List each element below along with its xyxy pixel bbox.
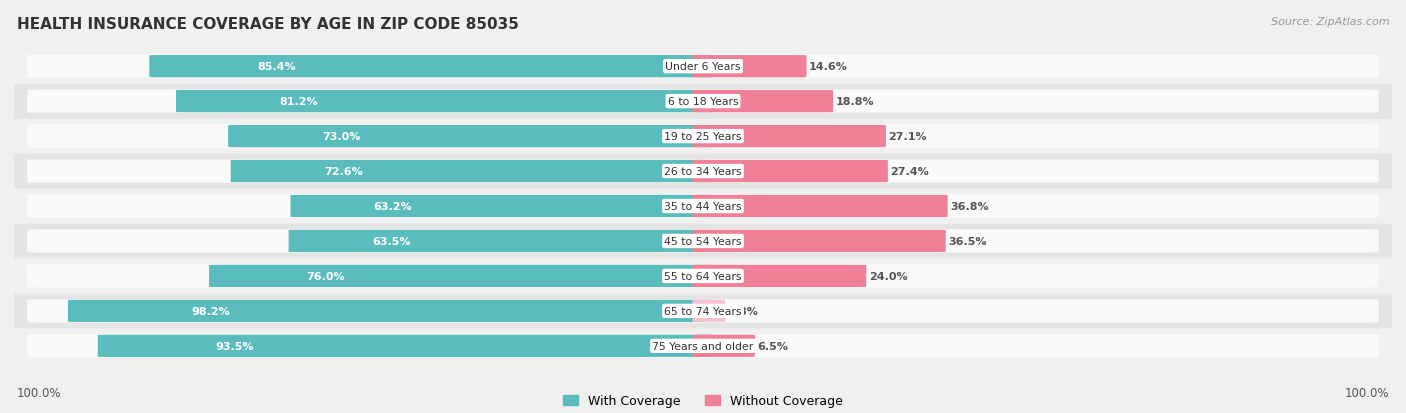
Text: 26 to 34 Years: 26 to 34 Years (664, 166, 742, 177)
Text: 65 to 74 Years: 65 to 74 Years (664, 306, 742, 316)
Text: 63.5%: 63.5% (371, 236, 411, 247)
Text: 18.8%: 18.8% (835, 97, 875, 107)
FancyBboxPatch shape (692, 230, 946, 252)
Text: 98.2%: 98.2% (191, 306, 229, 316)
Text: 55 to 64 Years: 55 to 64 Years (664, 271, 742, 281)
FancyBboxPatch shape (288, 230, 714, 252)
Text: 24.0%: 24.0% (869, 271, 907, 281)
FancyBboxPatch shape (98, 335, 714, 357)
FancyBboxPatch shape (291, 195, 714, 218)
FancyBboxPatch shape (14, 329, 1392, 363)
Text: 14.6%: 14.6% (808, 62, 848, 72)
Text: HEALTH INSURANCE COVERAGE BY AGE IN ZIP CODE 85035: HEALTH INSURANCE COVERAGE BY AGE IN ZIP … (17, 17, 519, 31)
Text: 1.8%: 1.8% (728, 306, 759, 316)
FancyBboxPatch shape (27, 195, 1379, 218)
FancyBboxPatch shape (149, 56, 714, 78)
Legend: With Coverage, Without Coverage: With Coverage, Without Coverage (562, 394, 844, 408)
Text: 27.1%: 27.1% (889, 132, 927, 142)
Text: 100.0%: 100.0% (17, 386, 62, 399)
FancyBboxPatch shape (692, 335, 755, 357)
FancyBboxPatch shape (27, 90, 1379, 114)
FancyBboxPatch shape (692, 265, 866, 287)
FancyBboxPatch shape (14, 189, 1392, 224)
FancyBboxPatch shape (692, 300, 725, 322)
FancyBboxPatch shape (692, 91, 834, 113)
FancyBboxPatch shape (692, 161, 887, 183)
FancyBboxPatch shape (14, 224, 1392, 259)
Text: 6 to 18 Years: 6 to 18 Years (668, 97, 738, 107)
FancyBboxPatch shape (692, 126, 886, 148)
Text: 45 to 54 Years: 45 to 54 Years (664, 236, 742, 247)
Text: 81.2%: 81.2% (280, 97, 318, 107)
Text: 73.0%: 73.0% (322, 132, 361, 142)
FancyBboxPatch shape (228, 126, 714, 148)
FancyBboxPatch shape (27, 230, 1379, 253)
Text: 75 Years and older: 75 Years and older (652, 341, 754, 351)
Text: 36.5%: 36.5% (949, 236, 987, 247)
FancyBboxPatch shape (176, 91, 714, 113)
FancyBboxPatch shape (67, 300, 714, 322)
FancyBboxPatch shape (27, 265, 1379, 288)
FancyBboxPatch shape (692, 56, 807, 78)
Text: 27.4%: 27.4% (890, 166, 929, 177)
FancyBboxPatch shape (692, 195, 948, 218)
FancyBboxPatch shape (14, 259, 1392, 294)
FancyBboxPatch shape (14, 294, 1392, 329)
FancyBboxPatch shape (14, 154, 1392, 189)
Text: 100.0%: 100.0% (1344, 386, 1389, 399)
FancyBboxPatch shape (27, 125, 1379, 148)
FancyBboxPatch shape (27, 160, 1379, 183)
Text: Under 6 Years: Under 6 Years (665, 62, 741, 72)
FancyBboxPatch shape (14, 84, 1392, 119)
Text: 72.6%: 72.6% (325, 166, 363, 177)
Text: 36.8%: 36.8% (950, 202, 988, 211)
FancyBboxPatch shape (27, 55, 1379, 79)
FancyBboxPatch shape (14, 119, 1392, 154)
FancyBboxPatch shape (209, 265, 714, 287)
FancyBboxPatch shape (27, 334, 1379, 358)
Text: 76.0%: 76.0% (307, 271, 346, 281)
Text: 35 to 44 Years: 35 to 44 Years (664, 202, 742, 211)
Text: 19 to 25 Years: 19 to 25 Years (664, 132, 742, 142)
FancyBboxPatch shape (231, 161, 714, 183)
Text: 6.5%: 6.5% (758, 341, 789, 351)
FancyBboxPatch shape (27, 299, 1379, 323)
Text: 85.4%: 85.4% (257, 62, 297, 72)
Text: 63.2%: 63.2% (374, 202, 412, 211)
FancyBboxPatch shape (14, 50, 1392, 84)
Text: 93.5%: 93.5% (215, 341, 254, 351)
Text: Source: ZipAtlas.com: Source: ZipAtlas.com (1271, 17, 1389, 26)
